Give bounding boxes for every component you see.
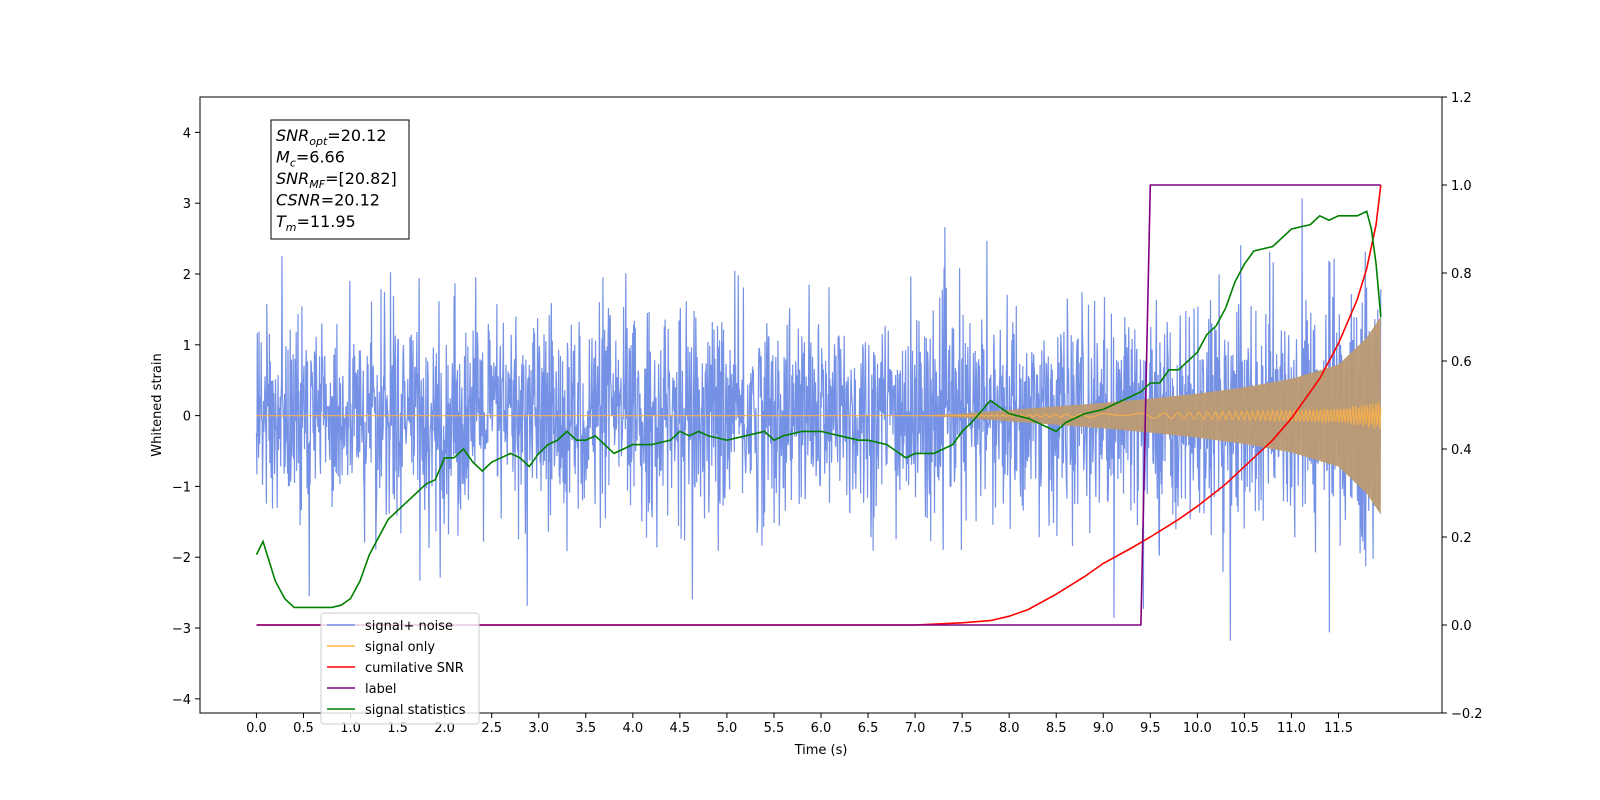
y2-tick-label: 0.6	[1451, 355, 1472, 370]
info-line: SNRopt=20.12	[276, 126, 387, 148]
y-tick-label: 4	[183, 126, 191, 141]
legend-label: signal statistics	[365, 703, 466, 718]
x-tick-label: 5.0	[717, 721, 738, 736]
x-tick-label: 9.5	[1140, 721, 1161, 736]
x-tick-label: 1.0	[340, 721, 361, 736]
x-tick-label: 3.5	[575, 721, 596, 736]
y-tick-label: −4	[172, 693, 191, 708]
x-tick-label: 9.0	[1093, 721, 1114, 736]
x-tick-label: 8.0	[999, 721, 1020, 736]
signal-statistics-line	[255, 210, 1382, 609]
y-tick-label: −2	[172, 551, 191, 566]
info-line: CSNR=20.12	[276, 191, 380, 210]
axis-ticks: 0.0 0.5 1.0 1.5 2.0 2.5 3.0 3.5 4.0 4.5 5.0 5.5 6.0 6…	[172, 91, 1483, 736]
y2-tick-label: 1.0	[1451, 179, 1472, 194]
x-tick-label: 10.0	[1183, 721, 1212, 736]
y2-tick-label: 0.0	[1451, 619, 1472, 634]
y-tick-label: 2	[183, 268, 191, 283]
x-tick-label: 7.5	[952, 721, 973, 736]
y2-tick-label: 0.2	[1451, 531, 1472, 546]
info-line: Mc=6.66	[276, 148, 345, 170]
x-tick-label: 3.0	[528, 721, 549, 736]
x-tick-label: 6.5	[858, 721, 879, 736]
x-axis-label: Time (s)	[794, 743, 848, 758]
x-tick-label: 2.5	[481, 721, 502, 736]
x-tick-label: 2.0	[434, 721, 455, 736]
x-tick-label: 0.0	[246, 721, 267, 736]
y2-tick-label: −0.2	[1451, 707, 1483, 722]
info-line: Tm=11.95	[276, 212, 356, 234]
series-group	[255, 184, 1382, 641]
x-tick-label: 4.5	[670, 721, 691, 736]
y2-tick-label: 1.2	[1451, 91, 1472, 106]
legend: signal+ noise signal only cumilative SNR la…	[320, 612, 480, 725]
x-tick-label: 5.5	[764, 721, 785, 736]
y-tick-label: 1	[183, 339, 191, 354]
x-tick-label: 4.0	[622, 721, 643, 736]
y-tick-label: −1	[172, 480, 191, 495]
x-tick-label: 6.0	[811, 721, 832, 736]
x-tick-label: 0.5	[293, 721, 314, 736]
y-axis-label: Whitened strain	[150, 353, 165, 456]
label-line	[256, 184, 1381, 626]
info-line: SNRMF=[20.82]	[276, 169, 397, 191]
legend-label: cumilative SNR	[365, 661, 464, 676]
legend-frame	[320, 612, 480, 725]
info-box-frame	[270, 119, 410, 240]
y-tick-label: 3	[183, 197, 191, 212]
info-box: SNRopt=20.12Mc=6.66SNRMF=[20.82]CSNR=20.…	[270, 119, 410, 240]
x-tick-label: 8.5	[1046, 721, 1067, 736]
x-tick-label: 7.0	[905, 721, 926, 736]
y-tick-label: −3	[172, 622, 191, 637]
y2-tick-label: 0.8	[1451, 267, 1472, 282]
x-tick-label: 1.5	[387, 721, 408, 736]
cumulative-snr-line	[256, 184, 1382, 626]
legend-label: label	[365, 682, 396, 697]
y-tick-label: 0	[183, 410, 191, 425]
x-tick-label: 10.5	[1230, 721, 1259, 736]
y2-tick-label: 0.4	[1451, 443, 1472, 458]
legend-label: signal+ noise	[365, 619, 453, 634]
plot-area	[255, 184, 1382, 641]
signal-only-line	[256, 401, 1382, 430]
x-tick-label: 11.5	[1324, 721, 1353, 736]
x-tick-label: 11.0	[1277, 721, 1306, 736]
legend-label: signal only	[365, 640, 435, 655]
